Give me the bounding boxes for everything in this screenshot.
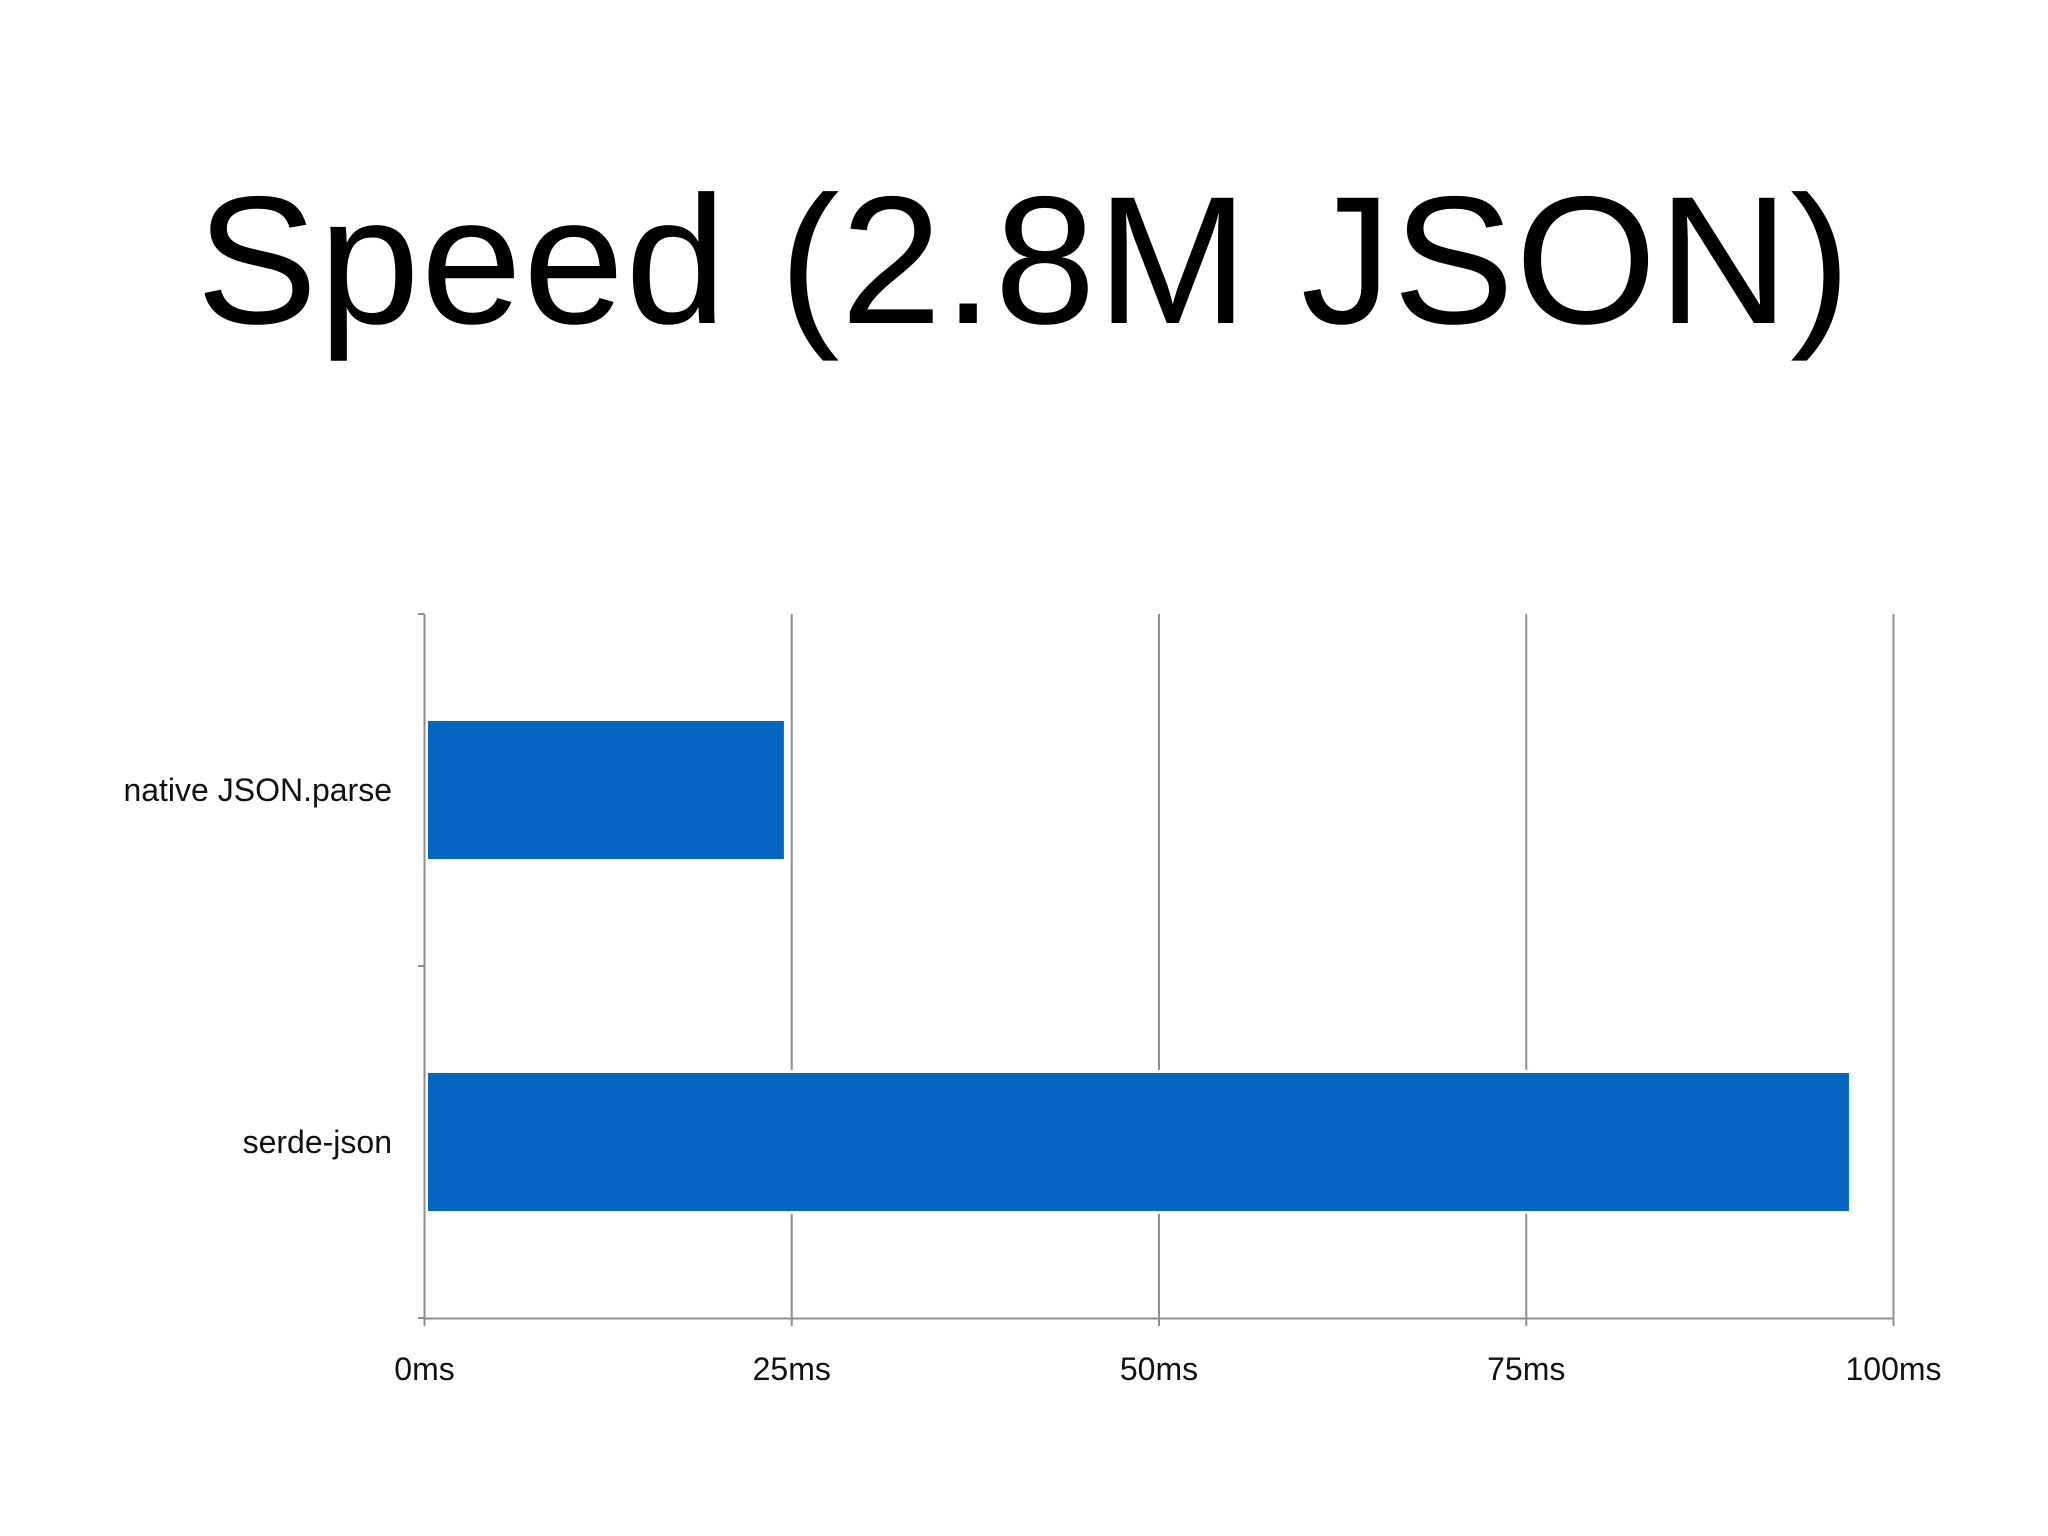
labels: 0ms 25ms 50ms 75ms 100ms native JSON.parse ser… [123, 772, 1941, 1387]
bar-native-json-parse [428, 721, 784, 859]
bar-serde-json [428, 1073, 1849, 1211]
x-tick-label: 100ms [1845, 1351, 1941, 1387]
axes [418, 613, 1895, 1326]
category-label: serde-json [243, 1124, 392, 1160]
x-tick-label: 75ms [1487, 1351, 1565, 1387]
x-tick-label: 0ms [394, 1351, 454, 1387]
slide-title: Speed (2.8M JSON) [196, 158, 1852, 362]
x-tick-label: 50ms [1120, 1351, 1198, 1387]
x-tick-label: 25ms [753, 1351, 831, 1387]
category-label: native JSON.parse [123, 772, 392, 808]
bars [428, 718, 1849, 1214]
